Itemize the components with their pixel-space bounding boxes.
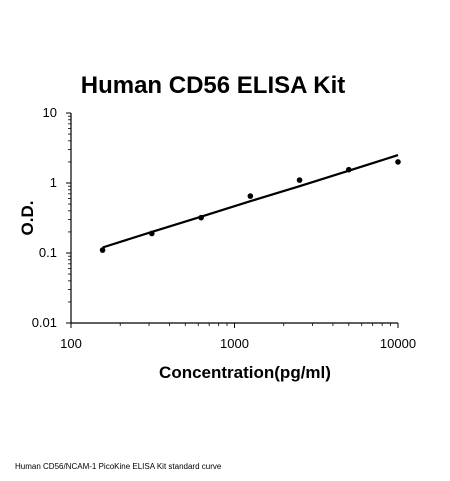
y-axis-label: O.D.	[18, 201, 37, 236]
data-point	[296, 177, 303, 183]
x-axis-label: Concentration(pg/ml)	[159, 363, 331, 382]
y-tick-label: 1	[50, 175, 57, 190]
x-tick-label: 10000	[380, 336, 416, 351]
fit-line-group	[102, 154, 399, 249]
chart-title: Human CD56 ELISA Kit	[81, 72, 345, 99]
data-point	[198, 214, 204, 221]
ticks: 0.01 0.1 1 10 100 1000 10000	[32, 105, 416, 351]
data-point	[247, 193, 254, 199]
x-tick-label: 100	[60, 336, 82, 351]
y-tick-label: 10	[43, 105, 57, 120]
data-points	[99, 159, 401, 253]
data-point	[148, 230, 155, 237]
data-point	[395, 159, 401, 165]
fit-line	[102, 154, 399, 249]
data-point	[99, 247, 106, 253]
y-tick-label: 0.1	[39, 245, 57, 260]
y-tick-label: 0.01	[32, 315, 57, 330]
x-tick-label: 1000	[220, 336, 249, 351]
axes	[70, 113, 398, 324]
data-point	[345, 166, 352, 173]
figure-caption: Human CD56/NCAM-1 PicoKine ELISA Kit sta…	[15, 462, 222, 471]
